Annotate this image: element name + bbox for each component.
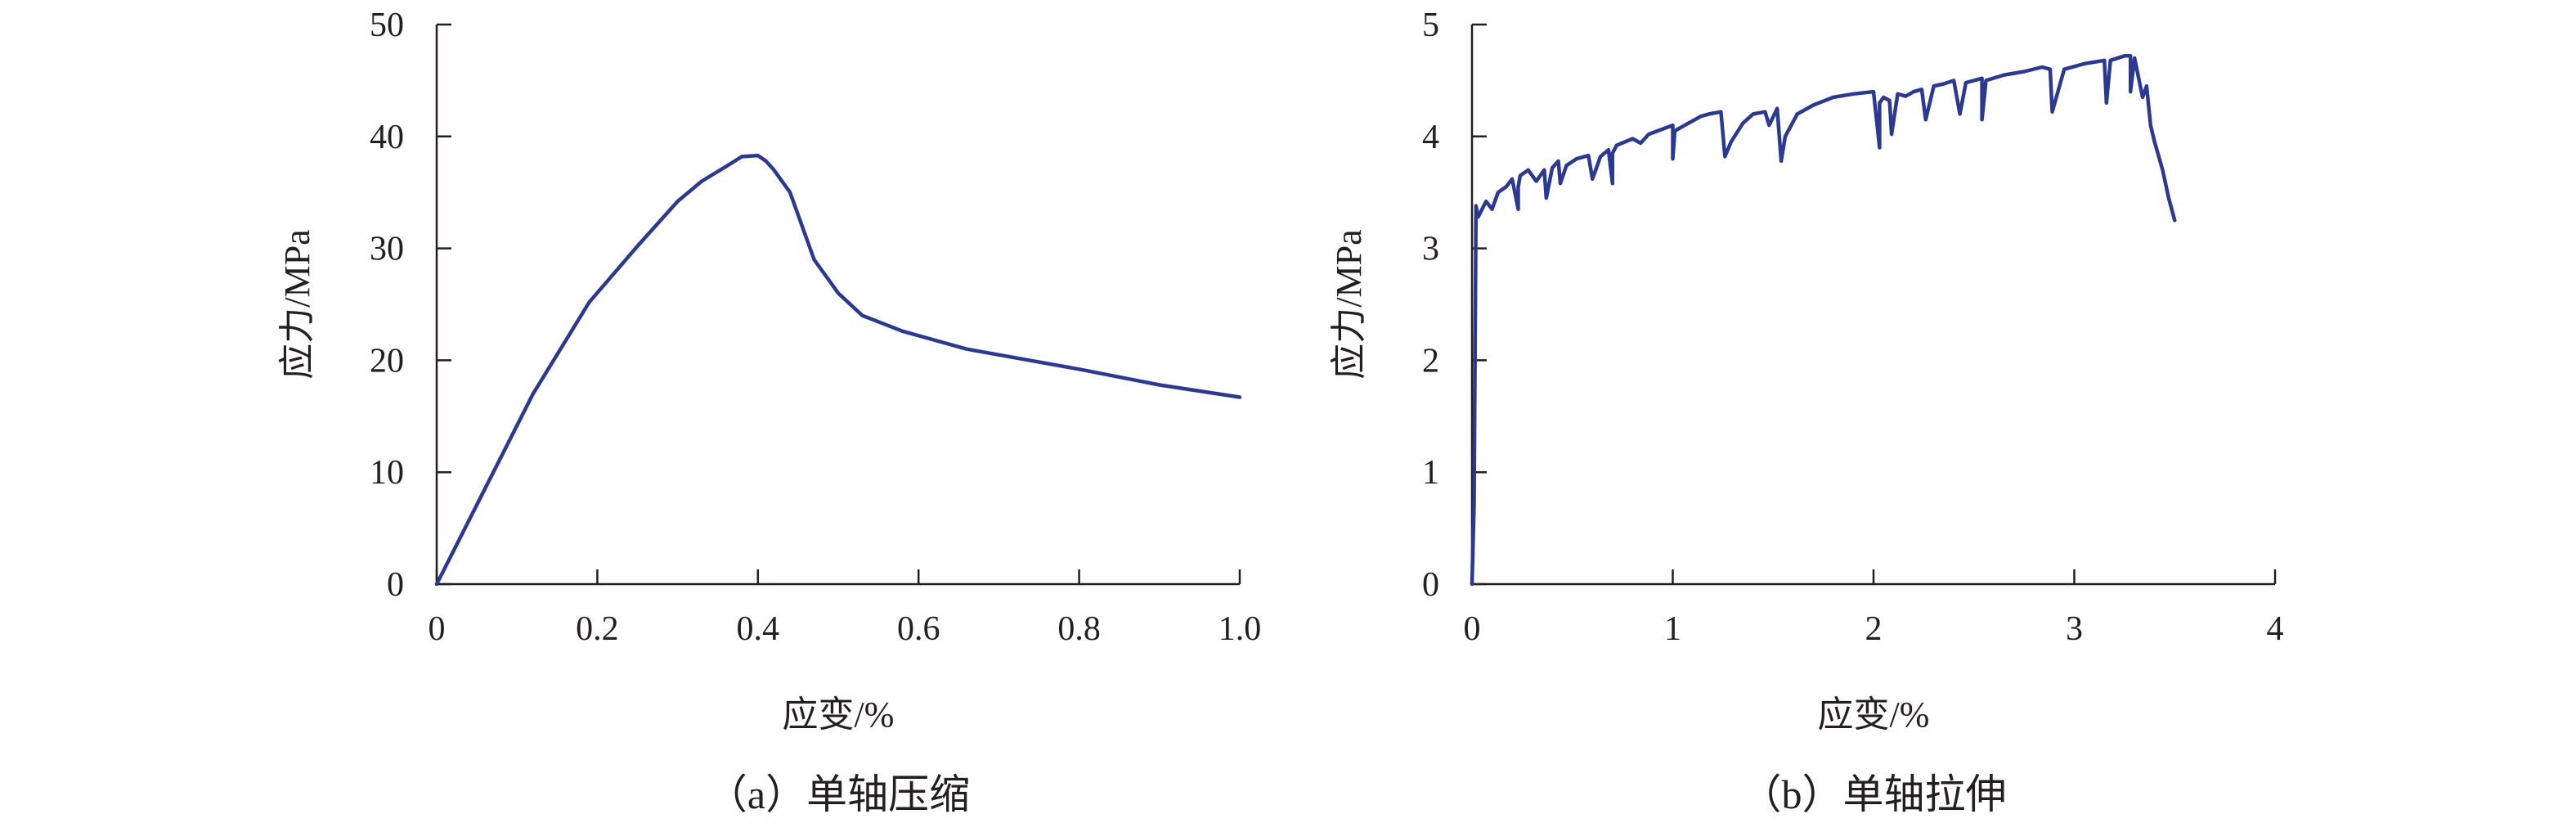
chart-caption: （a）单轴压缩 bbox=[707, 771, 970, 817]
series-line bbox=[434, 153, 1242, 587]
chart-caption: （b）单轴拉伸 bbox=[1741, 771, 2007, 817]
y-tick-label: 30 bbox=[370, 231, 404, 268]
y-tick-label: 50 bbox=[370, 7, 404, 44]
y-tick-label: 10 bbox=[370, 454, 404, 492]
x-tick-label: 2 bbox=[1865, 610, 1883, 648]
x-tick-label: 0.4 bbox=[737, 610, 780, 648]
series-line bbox=[1470, 54, 2177, 587]
x-tick-label: 1.0 bbox=[1218, 610, 1262, 648]
x-tick-label: 0 bbox=[1464, 610, 1481, 648]
y-tick-label: 2 bbox=[1422, 342, 1439, 380]
y-tick-label: 20 bbox=[370, 342, 404, 380]
x-tick-label: 0 bbox=[429, 610, 446, 648]
x-tick-label: 0.2 bbox=[576, 610, 619, 648]
y-tick-label: 40 bbox=[370, 119, 404, 156]
x-axis-title: 应变/% bbox=[783, 695, 895, 735]
x-tick-label: 4 bbox=[2267, 610, 2284, 648]
x-tick-label: 1 bbox=[1664, 610, 1681, 648]
y-tick-label: 1 bbox=[1422, 454, 1439, 492]
chart-uniaxial-tension: 0 1 2 3 4 5 0 1 2 3 4 应力/MPa 应变/% （b）单轴拉伸 bbox=[1329, 7, 2284, 817]
y-tick-label: 4 bbox=[1422, 119, 1439, 156]
x-tick-label: 3 bbox=[2066, 610, 2083, 648]
y-tick-label: 5 bbox=[1422, 7, 1439, 44]
y-tick-label: 3 bbox=[1422, 231, 1439, 268]
y-axis-title: 应力/MPa bbox=[277, 229, 317, 379]
y-axis-title: 应力/MPa bbox=[1329, 229, 1369, 379]
x-tick-label: 0.8 bbox=[1057, 610, 1101, 648]
y-tick-label: 0 bbox=[387, 566, 404, 604]
x-axis-title: 应变/% bbox=[1818, 695, 1930, 735]
x-tick-label: 0.6 bbox=[897, 610, 940, 648]
chart-uniaxial-compression: 0 10 20 30 40 50 0 0.2 0.4 0.6 0.8 1.0 应力/MPa 应变/% （a）… bbox=[277, 7, 1261, 817]
y-tick-label: 0 bbox=[1422, 566, 1439, 604]
